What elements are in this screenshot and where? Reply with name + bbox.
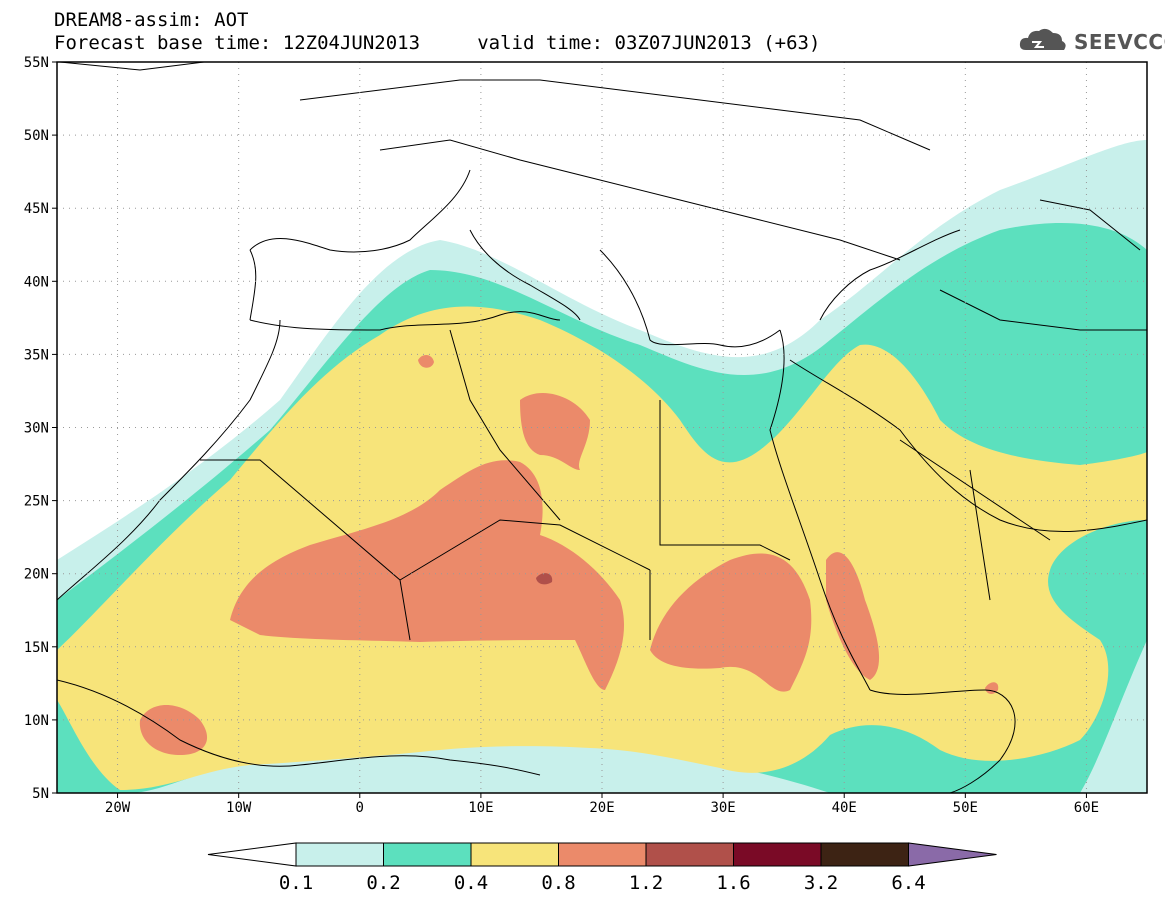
lon-tick-label: 30E	[710, 800, 735, 816]
lon-tick-label: 10E	[468, 800, 493, 816]
legend-label: 6.4	[891, 872, 926, 894]
lat-tick-label: 15N	[24, 640, 49, 656]
legend-swatch	[820, 842, 909, 867]
legend-label: 3.2	[803, 872, 839, 894]
coastlines	[57, 62, 1147, 793]
aot-band-1.2	[536, 573, 553, 585]
map-title: DREAM8-assim: AOT	[54, 9, 249, 31]
aot-band-0.8	[230, 460, 625, 690]
forecast-time-subtitle: Forecast base time: 12Z04JUN2013 valid t…	[54, 32, 821, 54]
lat-tick-label: 30N	[24, 421, 49, 437]
aot-band-0.8	[650, 553, 812, 692]
lat-tick-label: 55N	[24, 55, 49, 71]
legend-swatch	[733, 842, 822, 867]
aot-band-0.8	[985, 682, 999, 694]
lon-tick-label: 20W	[105, 800, 131, 816]
logo-text: SEEVCCC	[1074, 30, 1165, 54]
lon-tick-label: 20E	[589, 800, 614, 816]
lat-tick-label: 50N	[24, 128, 49, 144]
color-legend	[207, 842, 997, 867]
legend-swatch	[470, 842, 559, 867]
lon-tick-label: 40E	[832, 800, 857, 816]
aot-band-0.8	[826, 552, 880, 680]
lat-tick-label: 45N	[24, 201, 49, 217]
legend-label: 0.2	[366, 872, 401, 894]
legend-swatch	[383, 842, 472, 867]
legend-arrow-high	[908, 842, 997, 867]
aot-band-0.8	[418, 354, 434, 368]
latitude-axis: 55N 50N 45N 40N 35N 30N 25N 20N 15N 10N 5N	[24, 55, 57, 802]
lat-tick-label: 5N	[32, 786, 49, 802]
lat-tick-label: 10N	[24, 713, 49, 729]
lat-tick-label: 20N	[24, 567, 49, 583]
lat-tick-label: 25N	[24, 494, 49, 510]
legend-label: 1.6	[716, 872, 751, 894]
lat-tick-label: 35N	[24, 347, 49, 363]
lat-tick-label: 40N	[24, 274, 49, 290]
aot-contours	[57, 140, 1147, 793]
lon-tick-label: 60E	[1074, 800, 1099, 816]
legend-swatch	[558, 842, 647, 867]
legend-arrow-low	[207, 842, 297, 867]
legend-label: 1.2	[628, 872, 664, 894]
lon-tick-label: 10W	[226, 800, 252, 816]
longitude-axis: 20W 10W 0 10E 20E 30E 40E 50E 60E	[105, 793, 1099, 816]
legend-label: 0.4	[453, 872, 489, 894]
legend-label: 0.1	[278, 872, 314, 894]
cloud-icon	[1019, 28, 1066, 50]
lon-tick-label: 0	[356, 800, 364, 816]
lon-tick-label: 50E	[953, 800, 978, 816]
legend-swatch	[645, 842, 734, 867]
legend-swatch	[295, 842, 384, 867]
legend-label: 0.8	[541, 872, 576, 894]
aot-band-0.8	[520, 392, 590, 470]
aot-band-0.8	[139, 705, 208, 755]
